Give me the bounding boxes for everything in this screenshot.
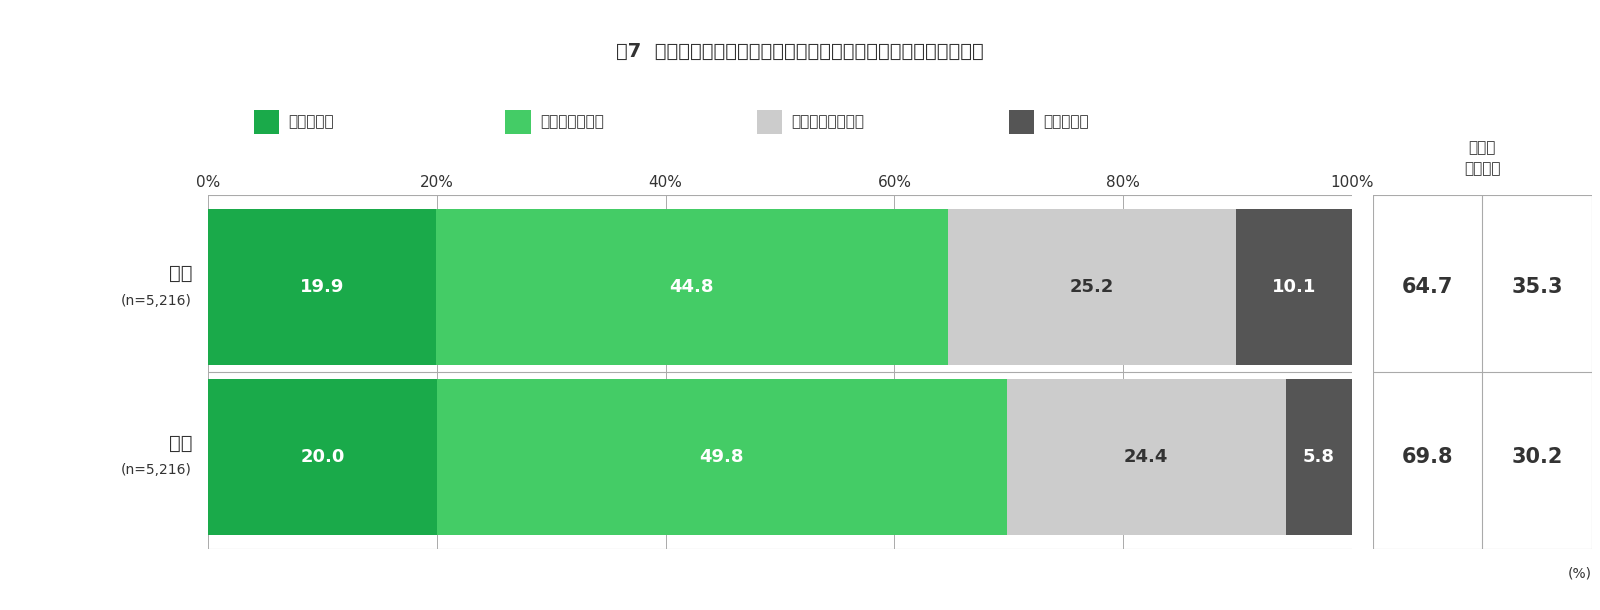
Text: あまりないと思う: あまりないと思う bbox=[792, 115, 864, 129]
Text: 19.9: 19.9 bbox=[299, 278, 344, 296]
Bar bbox=[208, 209, 435, 365]
Bar bbox=[208, 379, 437, 535]
Text: 図7  自分自身の、社会的マイノリティに対しての差別や偏見の有無: 図7 自分自身の、社会的マイノリティに対しての差別や偏見の有無 bbox=[616, 42, 984, 62]
Text: (n=5,216): (n=5,216) bbox=[122, 464, 192, 478]
Text: ややあると思う: ややあると思う bbox=[539, 115, 603, 129]
Bar bbox=[949, 209, 1237, 365]
Text: 64.7: 64.7 bbox=[1402, 277, 1453, 297]
Text: 35.3: 35.3 bbox=[1512, 277, 1563, 297]
Text: あると思う: あると思う bbox=[288, 115, 334, 129]
Text: 49.8: 49.8 bbox=[699, 448, 744, 466]
Text: 今回: 今回 bbox=[168, 264, 192, 283]
Text: 前回: 前回 bbox=[168, 434, 192, 453]
Bar bbox=[1286, 379, 1352, 535]
Bar bbox=[254, 110, 278, 134]
Bar bbox=[437, 379, 1006, 535]
Text: 30.2: 30.2 bbox=[1512, 447, 1563, 467]
Bar bbox=[1237, 209, 1352, 365]
Text: 69.8: 69.8 bbox=[1402, 447, 1453, 467]
Bar bbox=[757, 110, 782, 134]
Text: 24.4: 24.4 bbox=[1123, 448, 1168, 466]
Text: (n=5,216): (n=5,216) bbox=[122, 293, 192, 307]
Text: (%): (%) bbox=[1568, 567, 1592, 580]
Text: 25.2: 25.2 bbox=[1070, 278, 1115, 296]
Text: 偏見が
ある・計: 偏見が ある・計 bbox=[1464, 140, 1501, 177]
Text: 10.1: 10.1 bbox=[1272, 278, 1317, 296]
Bar bbox=[506, 110, 531, 134]
Text: 20.0: 20.0 bbox=[301, 448, 344, 466]
Bar bbox=[1006, 379, 1286, 535]
Bar bbox=[435, 209, 949, 365]
Bar bbox=[1008, 110, 1034, 134]
Text: ないと思う: ないと思う bbox=[1043, 115, 1088, 129]
Text: 44.8: 44.8 bbox=[670, 278, 714, 296]
Text: 5.8: 5.8 bbox=[1302, 448, 1334, 466]
